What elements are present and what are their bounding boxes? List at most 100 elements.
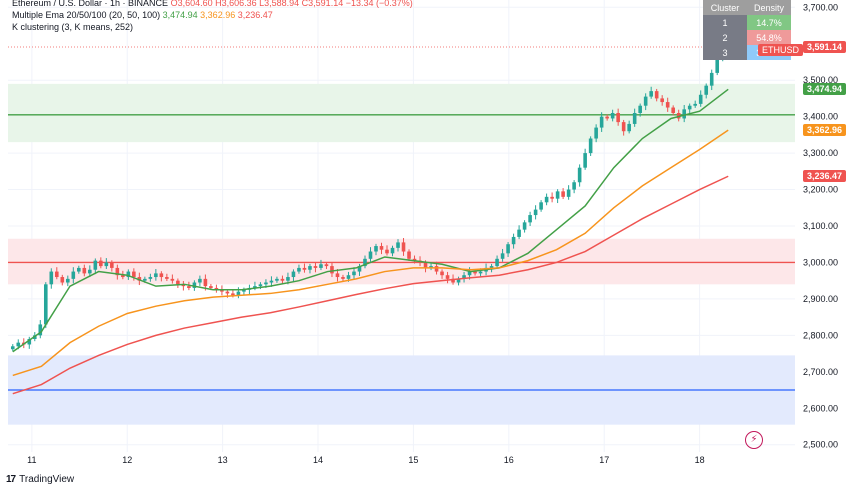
candle-body: [440, 271, 444, 276]
candle-body: [495, 258, 499, 267]
candle-body: [313, 266, 318, 268]
x-tick-label: 11: [27, 455, 36, 465]
candle-body: [379, 246, 384, 250]
candle-body: [660, 98, 664, 103]
candle-body: [187, 286, 191, 288]
candle-body: [181, 284, 186, 287]
candle-body: [71, 271, 76, 279]
candle-body: [308, 266, 312, 270]
flash-icon[interactable]: ⚡: [745, 431, 763, 449]
candle-body: [258, 284, 263, 287]
candle-body: [500, 253, 505, 259]
candle-body: [10, 346, 15, 350]
candle-body: [401, 242, 406, 252]
candle-body: [605, 116, 609, 119]
candle-body: [38, 324, 43, 336]
candle-body: [137, 277, 142, 281]
candle-body: [462, 275, 466, 279]
x-tick-label: 16: [504, 455, 514, 465]
candle-body: [533, 209, 538, 216]
ema20-value: 3,474.94: [162, 10, 198, 20]
candle-body: [77, 267, 81, 272]
candle-body: [335, 273, 340, 278]
candle-body: [517, 229, 521, 237]
candle-body: [341, 277, 345, 279]
candle-body: [170, 278, 175, 281]
candle-body: [66, 278, 70, 283]
candle-body: [132, 271, 136, 278]
candle-body: [126, 271, 131, 278]
candle-body: [561, 191, 565, 197]
candle-body: [357, 266, 362, 272]
cluster-row: 1 14.7%: [703, 15, 791, 30]
candle-body: [610, 113, 615, 119]
candle-body: [374, 246, 378, 252]
candle-body: [115, 267, 120, 276]
candle-body: [467, 271, 472, 276]
ema100-value: 3,236.47: [237, 10, 273, 20]
tradingview-mark-icon: 17: [6, 474, 16, 485]
candle-body: [693, 103, 698, 106]
candle-body: [319, 264, 323, 268]
candle-body: [434, 266, 439, 272]
candle-body: [143, 278, 147, 281]
legend-title-row: Ethereum / U.S. Dollar · 1h · BINANCE O3…: [12, 0, 413, 9]
candle-body: [511, 236, 516, 245]
cluster-density: 14.7%: [747, 15, 791, 30]
candle-body: [236, 291, 241, 296]
candle-body: [286, 277, 290, 281]
candle-body: [456, 278, 461, 283]
tradingview-logo: 17 TradingView: [6, 474, 74, 485]
candle-body: [478, 271, 483, 274]
candle-body: [577, 167, 582, 183]
candle-body: [423, 262, 428, 268]
candle-body: [324, 264, 329, 267]
chart-legend: Ethereum / U.S. Dollar · 1h · BINANCE O3…: [12, 0, 413, 33]
candle-body: [473, 271, 477, 274]
x-tick-label: 12: [122, 455, 132, 465]
symbol-tag: ETHUSD: [758, 44, 804, 56]
candle-body: [445, 275, 450, 279]
x-tick-label: 13: [218, 455, 228, 465]
price-tag: 3,591.14: [802, 40, 846, 53]
candle-body: [649, 91, 653, 97]
candle-body: [121, 275, 125, 278]
candle-body: [544, 196, 549, 203]
candle-body: [176, 280, 180, 285]
candle-body: [148, 277, 153, 279]
cluster-id: 3: [703, 45, 747, 60]
ema50-value: 3,362.96: [200, 10, 236, 20]
y-tick-label: 2,500.00: [803, 440, 838, 450]
y-tick-label: 3,200.00: [803, 185, 838, 195]
candle-body: [198, 278, 202, 283]
candle-body: [550, 196, 554, 199]
candle-body: [566, 189, 571, 197]
y-tick-label: 2,800.00: [803, 330, 838, 340]
candle-body: [555, 191, 560, 199]
x-tick-label: 15: [408, 455, 418, 465]
candle-body: [27, 339, 32, 345]
candle-body: [643, 96, 648, 106]
candle-body: [583, 153, 587, 168]
candle-body: [709, 72, 714, 86]
candle-body: [99, 260, 103, 267]
ohlc-values: O3,604.60 H3,606.36 L3,588.94 C3,591.14 …: [170, 0, 413, 8]
ema-line: [12, 129, 729, 377]
cluster-table-header: Cluster Density: [703, 0, 791, 15]
cluster-header: Cluster: [703, 0, 747, 15]
candle-body: [522, 222, 527, 230]
cluster-zone: [8, 238, 795, 285]
candle-body: [82, 267, 87, 274]
candle-body: [429, 266, 433, 268]
candle-body: [687, 105, 692, 110]
candle-body: [280, 278, 285, 281]
candle-body: [632, 113, 637, 124]
candle-body: [264, 282, 268, 285]
candle-body: [489, 266, 494, 268]
candle-body: [363, 258, 367, 267]
candle-body: [242, 289, 246, 292]
candle-body: [225, 291, 230, 294]
candle-body: [192, 282, 197, 288]
candle-body: [682, 109, 686, 119]
